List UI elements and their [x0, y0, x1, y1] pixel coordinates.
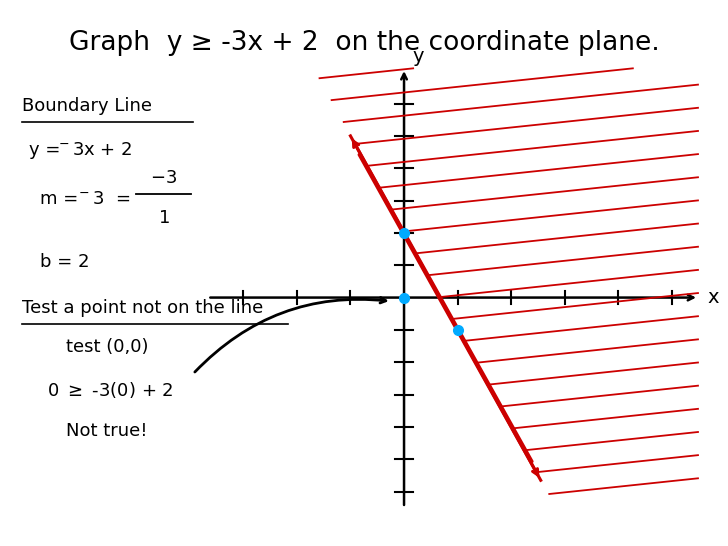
Text: $^-$3  =: $^-$3 = [76, 191, 132, 208]
Text: y =: y = [29, 141, 66, 159]
Text: x: x [708, 288, 719, 307]
Text: Not true!: Not true! [66, 423, 147, 440]
Text: Test a point not on the line: Test a point not on the line [22, 300, 263, 317]
Text: $-3$: $-3$ [150, 169, 178, 187]
Text: $1$: $1$ [158, 209, 170, 227]
Text: Graph  y ≥ -3x + 2  on the coordinate plane.: Graph y ≥ -3x + 2 on the coordinate plan… [68, 30, 660, 56]
Text: $^-$3x + 2: $^-$3x + 2 [56, 141, 132, 159]
Text: 0 $\geq$ -3(0) + 2: 0 $\geq$ -3(0) + 2 [47, 381, 174, 400]
Text: m =: m = [40, 191, 84, 208]
Text: y: y [413, 46, 424, 66]
Text: Boundary Line: Boundary Line [22, 98, 152, 115]
Text: test (0,0): test (0,0) [66, 338, 148, 355]
Text: b = 2: b = 2 [40, 253, 90, 271]
